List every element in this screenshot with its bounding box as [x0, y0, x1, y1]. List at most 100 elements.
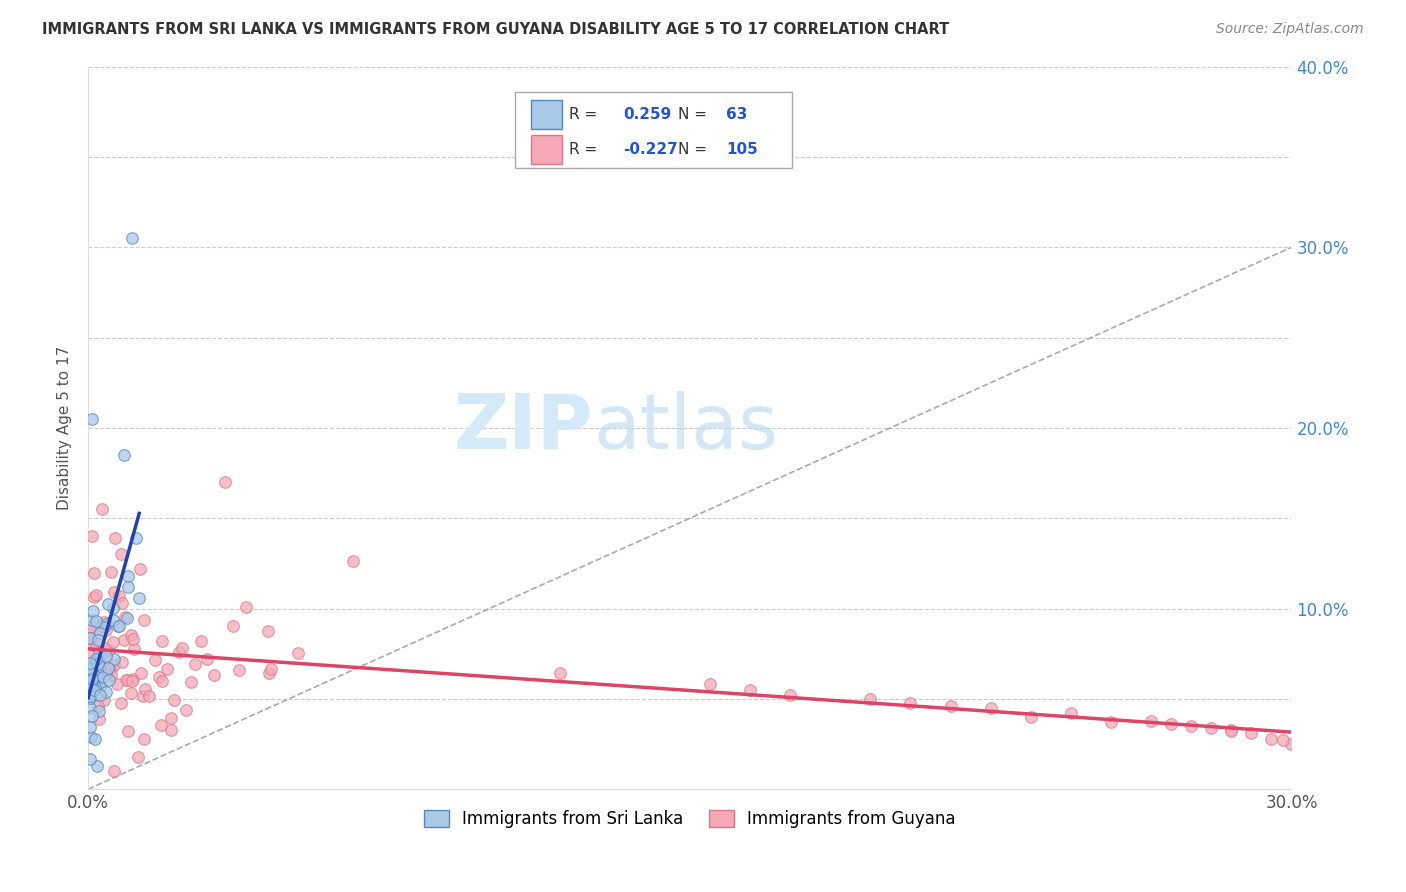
Point	[84, 680, 107, 694]
Text: ZIP: ZIP	[454, 391, 593, 465]
Point	[1281, 737, 1303, 751]
Point	[84, 588, 107, 602]
Point	[91, 502, 114, 516]
Point	[287, 646, 309, 660]
Point	[138, 689, 160, 703]
Point	[235, 599, 257, 614]
Point	[260, 662, 283, 676]
Point	[114, 673, 136, 688]
Point	[80, 731, 103, 745]
Point	[169, 645, 191, 659]
Point	[86, 668, 108, 682]
Point	[128, 561, 150, 575]
Point	[90, 649, 112, 664]
Point	[1140, 714, 1163, 728]
Point	[1180, 719, 1202, 733]
Point	[1260, 731, 1282, 746]
Point	[89, 626, 111, 640]
Point	[117, 569, 139, 583]
Point	[101, 613, 124, 627]
Point	[180, 674, 202, 689]
Point	[121, 231, 143, 245]
Point	[111, 596, 134, 610]
Point	[117, 673, 139, 687]
Point	[82, 686, 104, 700]
Point	[1220, 724, 1243, 739]
Point	[97, 597, 120, 611]
Point	[79, 752, 101, 766]
Point	[82, 613, 104, 627]
Point	[79, 690, 101, 705]
Point	[84, 614, 107, 628]
Point	[83, 683, 105, 698]
Point	[103, 635, 125, 649]
Point	[87, 646, 110, 660]
Text: N =: N =	[678, 107, 711, 122]
Point	[190, 634, 212, 648]
Point	[127, 749, 149, 764]
Point	[98, 662, 121, 676]
Text: 63: 63	[725, 107, 747, 122]
Point	[980, 701, 1002, 715]
Point	[86, 665, 108, 680]
Point	[89, 712, 111, 726]
Point	[125, 531, 148, 545]
Point	[1272, 733, 1295, 747]
Point	[80, 657, 103, 671]
Point	[89, 659, 111, 673]
Point	[87, 633, 110, 648]
Point	[121, 674, 143, 689]
Point	[548, 666, 571, 681]
Point	[134, 681, 156, 696]
Point	[150, 633, 173, 648]
Point	[112, 448, 135, 462]
Point	[91, 670, 114, 684]
Point	[80, 626, 103, 640]
Point	[97, 643, 120, 657]
Point	[228, 663, 250, 677]
Point	[156, 662, 179, 676]
Point	[80, 661, 103, 675]
Point	[100, 566, 122, 580]
Point	[94, 623, 117, 637]
Text: R =: R =	[569, 107, 603, 122]
Point	[128, 591, 150, 605]
Point	[86, 657, 108, 672]
Point	[103, 531, 125, 545]
Point	[80, 675, 103, 690]
Text: 0.259: 0.259	[624, 107, 672, 122]
Point	[79, 688, 101, 702]
Point	[87, 705, 110, 719]
Point	[110, 696, 132, 710]
Point	[79, 720, 101, 734]
Point	[82, 412, 104, 426]
Point	[103, 584, 125, 599]
Point	[79, 680, 101, 694]
Point	[94, 617, 117, 632]
Point	[120, 686, 142, 700]
Point	[222, 618, 245, 632]
Point	[124, 642, 146, 657]
Point	[79, 646, 101, 660]
Point	[79, 660, 101, 674]
FancyBboxPatch shape	[531, 135, 562, 163]
Point	[195, 652, 218, 666]
Point	[110, 547, 132, 561]
Point	[80, 679, 103, 693]
Point	[79, 669, 101, 683]
Y-axis label: Disability Age 5 to 17: Disability Age 5 to 17	[58, 346, 72, 510]
Point	[121, 632, 143, 647]
Point	[83, 566, 105, 581]
Point	[1160, 717, 1182, 731]
Point	[79, 665, 101, 679]
Point	[79, 701, 101, 715]
Text: Source: ZipAtlas.com: Source: ZipAtlas.com	[1216, 22, 1364, 37]
Point	[1220, 723, 1243, 737]
Point	[163, 693, 186, 707]
Point	[107, 619, 129, 633]
Point	[257, 665, 280, 680]
Point	[93, 615, 115, 629]
Point	[112, 632, 135, 647]
Point	[122, 672, 145, 686]
Point	[96, 685, 118, 699]
